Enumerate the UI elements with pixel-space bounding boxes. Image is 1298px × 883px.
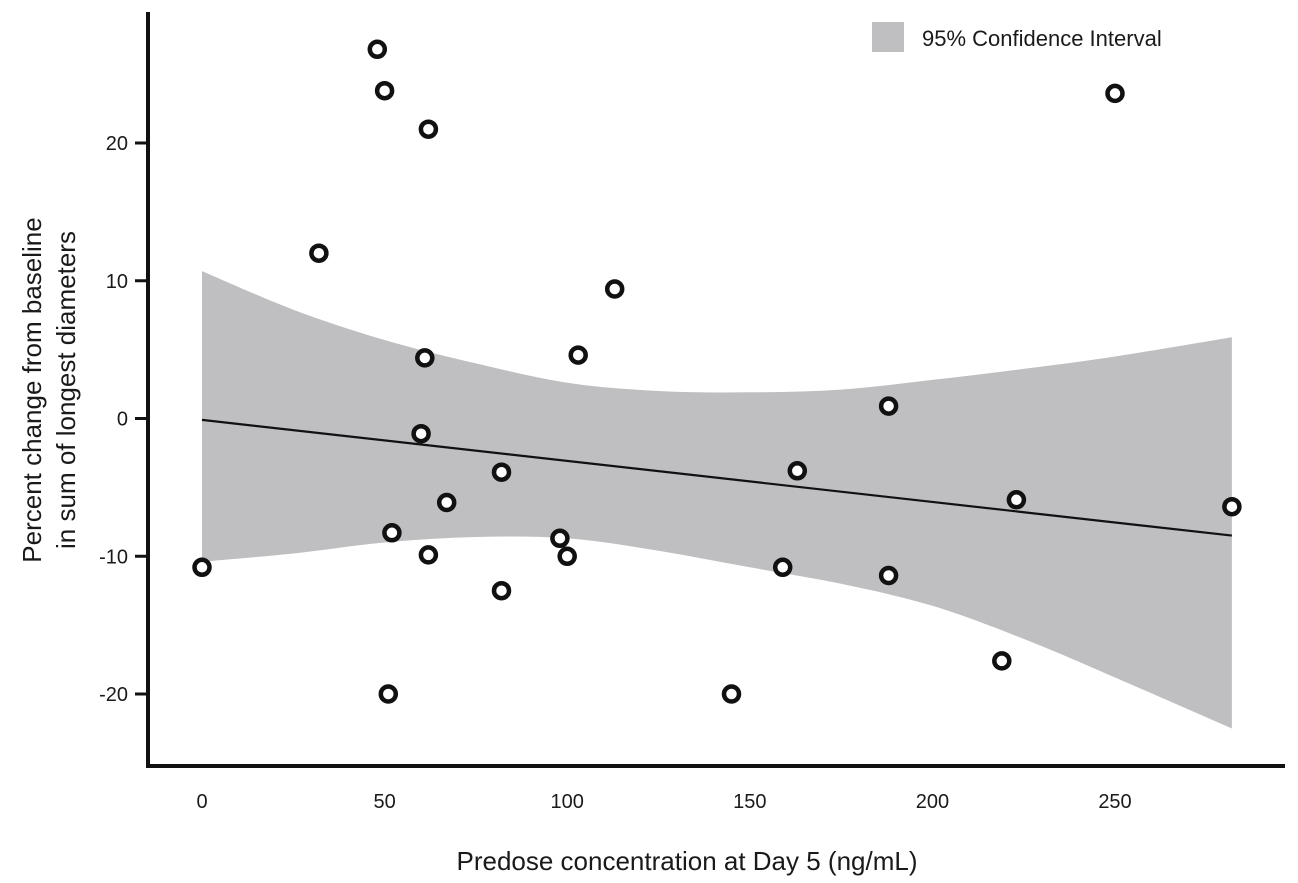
x-tick-label: 250 <box>1098 791 1131 813</box>
data-point <box>192 557 212 578</box>
data-point <box>378 684 399 704</box>
x-tick-label: 100 <box>551 791 584 813</box>
y-tick-label: -10 <box>99 546 128 568</box>
y-axis-title-line2: in sum of longest diameters <box>51 231 81 549</box>
legend: 95% Confidence Interval <box>872 22 1162 52</box>
data-point <box>418 545 439 565</box>
regression-line <box>201 418 1232 537</box>
data-point <box>491 462 512 482</box>
data-point <box>604 279 625 299</box>
data-point <box>436 492 457 513</box>
legend-label-confidence-interval: 95% Confidence Interval <box>922 26 1162 51</box>
data-point <box>557 546 577 567</box>
data-point <box>787 461 808 481</box>
regression-line-layer <box>201 418 1232 537</box>
data-point <box>1222 496 1242 517</box>
x-axis-ticks: 0 50 100 150 200 250 <box>196 791 1131 813</box>
data-point <box>550 528 570 549</box>
axes <box>146 12 1285 768</box>
data-point <box>878 565 899 586</box>
data-point <box>367 39 388 60</box>
data-point <box>568 345 588 365</box>
legend-swatch-confidence-interval <box>872 22 904 52</box>
data-point <box>721 684 742 704</box>
y-axis-title-line1: Percent change from baseline <box>17 217 47 562</box>
data-point <box>374 80 395 101</box>
y-axis-ticks: -20 -10 0 10 20 <box>99 133 148 706</box>
data-point <box>878 396 899 416</box>
x-axis-title: Predose concentration at Day 5 (ng/mL) <box>456 846 917 876</box>
data-point <box>382 523 402 543</box>
x-tick-label: 50 <box>373 791 395 813</box>
data-point <box>309 243 329 263</box>
y-tick-label: 0 <box>117 409 128 431</box>
x-tick-label: 200 <box>916 791 949 813</box>
y-tick-label: 10 <box>106 271 128 293</box>
confidence-band <box>202 271 1232 729</box>
data-points-layer <box>192 39 1242 704</box>
data-point <box>1006 490 1027 510</box>
data-point <box>992 651 1012 671</box>
data-point <box>491 580 512 601</box>
x-tick-label: 0 <box>196 791 207 813</box>
x-tick-label: 150 <box>733 791 766 813</box>
data-point <box>411 423 431 444</box>
data-point <box>772 557 793 578</box>
confidence-band-layer <box>202 271 1232 729</box>
data-point <box>415 348 435 368</box>
data-point <box>1105 83 1125 104</box>
y-tick-label: -20 <box>99 684 128 706</box>
y-tick-label: 20 <box>106 133 128 155</box>
data-point <box>418 119 439 139</box>
